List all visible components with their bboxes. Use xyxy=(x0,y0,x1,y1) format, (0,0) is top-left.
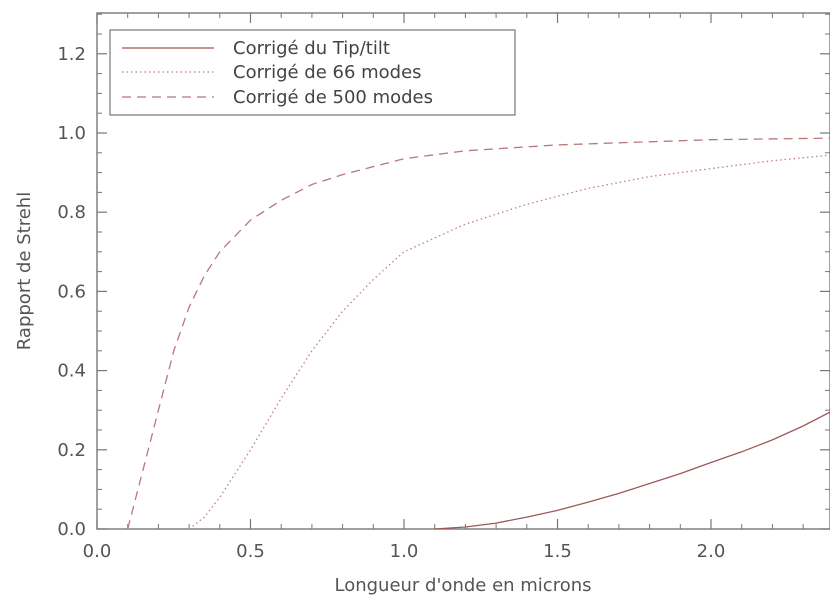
y-tick-label: 0.4 xyxy=(57,361,86,382)
x-tick-label: 1.0 xyxy=(390,541,419,562)
tick-labels: 0.0 0.5 1.0 1.5 2.0 0.0 0.2 0.4 0.6 0.8 1.0 1.2 xyxy=(57,44,725,562)
series-layer xyxy=(127,137,830,530)
legend-label-500-modes: Corrigé de 500 modes xyxy=(233,87,433,108)
x-axis-label: Longueur d'onde en microns xyxy=(334,575,591,596)
legend-label-66-modes: Corrigé de 66 modes xyxy=(233,62,422,83)
y-tick-label: 0.8 xyxy=(57,202,86,223)
series-66-modes-line xyxy=(188,154,830,530)
y-tick-label: 0.2 xyxy=(57,440,86,461)
x-tick-label: 2.0 xyxy=(697,541,726,562)
y-tick-label: 0.0 xyxy=(57,519,86,540)
series-tip-tilt-line xyxy=(434,411,830,530)
x-tick-label: 1.5 xyxy=(543,541,572,562)
x-tick-label: 0.5 xyxy=(236,541,265,562)
y-tick-label: 1.0 xyxy=(57,123,86,144)
y-tick-label: 0.6 xyxy=(57,281,86,302)
legend-label-tip-tilt: Corrigé du Tip/tilt xyxy=(233,38,390,59)
series-500-modes-line xyxy=(127,137,830,530)
legend: Corrigé du Tip/tilt Corrigé de 66 modes … xyxy=(109,29,516,116)
x-tick-label: 0.0 xyxy=(83,541,112,562)
y-tick-label: 1.2 xyxy=(57,44,86,65)
plot-frame xyxy=(96,12,830,530)
y-axis-label: Rapport de Strehl xyxy=(14,192,35,350)
